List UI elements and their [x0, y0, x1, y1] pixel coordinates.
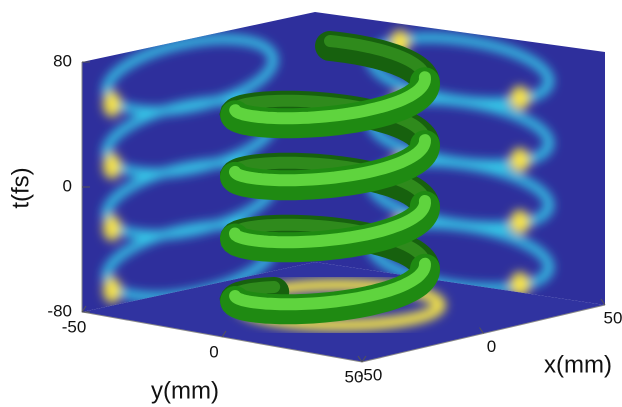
x-tick-label: 50	[604, 308, 622, 327]
x-axis-label: x(mm)	[544, 351, 612, 378]
z-tick-label: 0	[63, 176, 72, 195]
x-tick-label: -50	[358, 365, 383, 384]
pattern-spot	[510, 210, 530, 234]
pattern-spot	[103, 215, 121, 241]
z-tick-label: 80	[53, 51, 72, 70]
y-axis-label: y(mm)	[151, 377, 219, 404]
pattern-spot	[103, 277, 121, 303]
y-tick-label: -50	[62, 317, 87, 336]
pattern-spot	[103, 153, 121, 179]
y-tick-label: 0	[209, 342, 218, 361]
pattern-spot	[510, 86, 530, 110]
x-tick-label: 0	[487, 337, 496, 356]
pattern-spot	[510, 148, 530, 172]
pattern-spot	[103, 91, 121, 117]
chart: t(fs) y(mm) x(mm) -80080-50050-50050	[0, 0, 622, 407]
z-axis-label: t(fs)	[7, 167, 34, 208]
